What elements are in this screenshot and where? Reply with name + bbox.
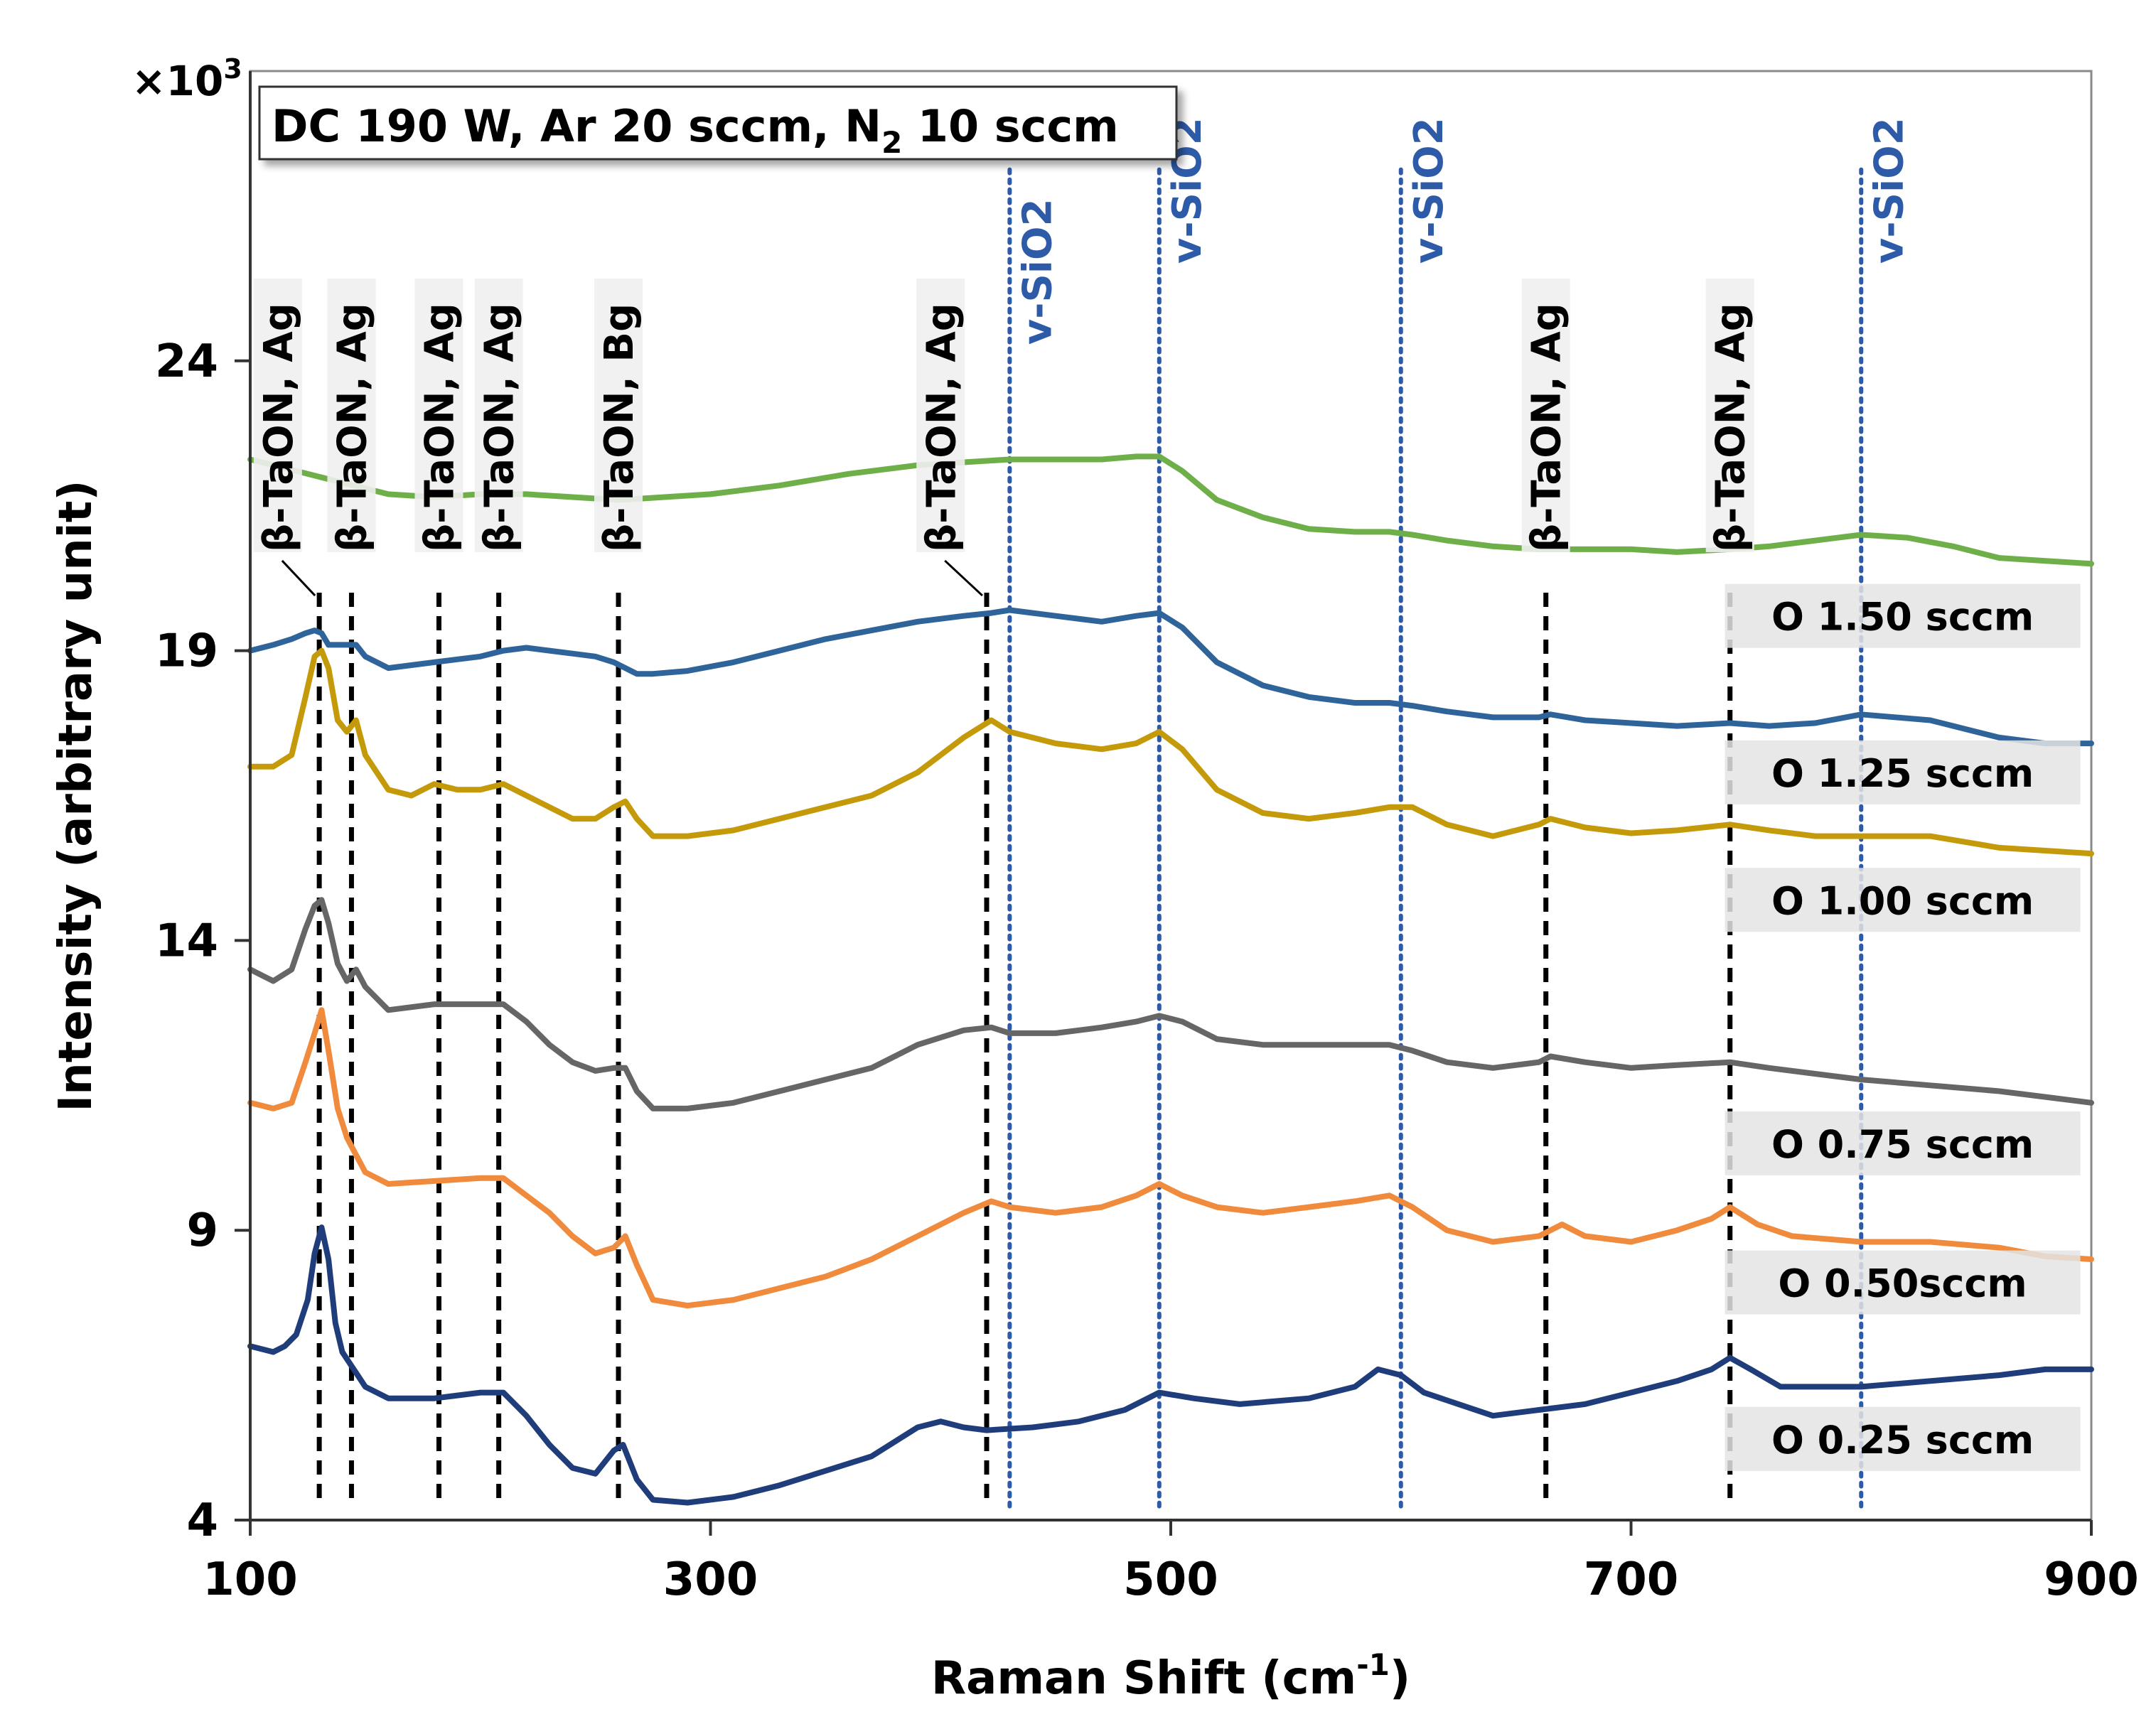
series-label: O 0.25 sccm — [1771, 1418, 2034, 1463]
series-label-box — [1725, 1406, 2081, 1471]
series-label-box — [1725, 868, 2081, 932]
tick-layer: 100 300 500 700 900 4 9 14 19 24 — [155, 335, 2139, 1606]
x-tick-label: 500 — [1123, 1553, 1218, 1606]
peak-label-box — [1705, 278, 1754, 552]
peak-label-box — [327, 278, 376, 552]
peak-label: β-TaON, Ag — [1708, 303, 1754, 552]
x-tick-label: 300 — [663, 1553, 758, 1606]
peak-label-box — [916, 278, 965, 552]
marker-label-layer: β-TaON, Ag β-TaON, Ag β-TaON, Ag β-TaON, Ag… — [253, 117, 1912, 597]
peak-label-box — [414, 278, 463, 552]
peak-label-leader — [281, 559, 316, 597]
x-axis-title-main: Raman Shift (cm — [931, 1652, 1356, 1705]
series-label: O 1.00 sccm — [1771, 878, 2034, 923]
series-label: O 1.25 sccm — [1771, 751, 2034, 796]
peak-label-box — [474, 278, 523, 552]
y-tick-label: 19 — [155, 625, 218, 678]
chart-title-main: DC 190 W, Ar 20 sccm, N — [272, 100, 881, 152]
peak-label-box — [594, 278, 643, 552]
series-label-box — [1725, 583, 2081, 648]
series-label-box — [1725, 1250, 2081, 1315]
x-tick-label: 100 — [203, 1553, 298, 1606]
series-line — [247, 1224, 2094, 1506]
y-multiplier-exp: 3 — [223, 53, 242, 85]
x-tick-label: 700 — [1584, 1553, 1679, 1606]
peak-label: β-TaON, Ag — [417, 303, 463, 552]
peak-label-box — [1521, 278, 1570, 552]
peak-label-box — [253, 278, 302, 552]
x-axis-title-close: ) — [1390, 1652, 1410, 1705]
y-axis-title: Intensity (arbitrary unit) — [50, 480, 102, 1111]
series-line — [247, 1007, 2094, 1309]
peak-label: β-TaON, Bg — [596, 303, 643, 552]
y-multiplier: ×103 — [132, 53, 242, 105]
y-tick-label: 14 — [155, 915, 218, 967]
sio2-label: v-SiO2 — [1406, 117, 1452, 264]
series-line — [247, 647, 2094, 857]
y-multiplier-base: ×10 — [132, 57, 223, 105]
series-label-box — [1725, 1111, 2081, 1175]
x-tick-label: 900 — [2044, 1553, 2139, 1606]
chart-title: DC 190 W, Ar 20 sccm, N2 10 sccm — [272, 100, 1119, 160]
series-label-box — [1725, 740, 2081, 804]
series-label: O 0.50sccm — [1778, 1261, 2027, 1306]
peak-label: β-TaON, Ag — [256, 303, 302, 552]
chart-title-rest: 10 sccm — [902, 100, 1118, 152]
series-line — [247, 453, 2094, 567]
peak-label-leader — [944, 559, 984, 597]
series-line — [247, 897, 2094, 1111]
series-line — [247, 607, 2094, 747]
x-axis-title-sup: -1 — [1356, 1647, 1390, 1682]
x-axis-title: Raman Shift (cm-1) — [931, 1647, 1410, 1705]
chart-title-sub: 2 — [881, 125, 902, 160]
y-tick-label: 24 — [155, 335, 218, 388]
y-tick-label: 4 — [186, 1494, 218, 1547]
peak-label: β-TaON, Ag — [918, 303, 965, 552]
sio2-label: v-SiO2 — [1866, 117, 1912, 264]
series-label: O 0.75 sccm — [1771, 1122, 2034, 1167]
y-tick-label: 9 — [186, 1205, 218, 1257]
sio2-label: v-SiO2 — [1014, 198, 1061, 345]
peak-label: β-TaON, Ag — [1524, 303, 1570, 552]
marker-layer — [316, 167, 1864, 1509]
series-label: O 1.50 sccm — [1771, 595, 2034, 640]
series-label-layer: O 0.25 sccm O 0.50sccm O 0.75 sccm O 1.00 s… — [1725, 583, 2081, 1471]
peak-label: β-TaON, Ag — [329, 303, 375, 552]
chart-title-box — [258, 85, 1178, 161]
peak-label: β-TaON, Ag — [477, 303, 523, 552]
series-layer — [247, 453, 2094, 1506]
